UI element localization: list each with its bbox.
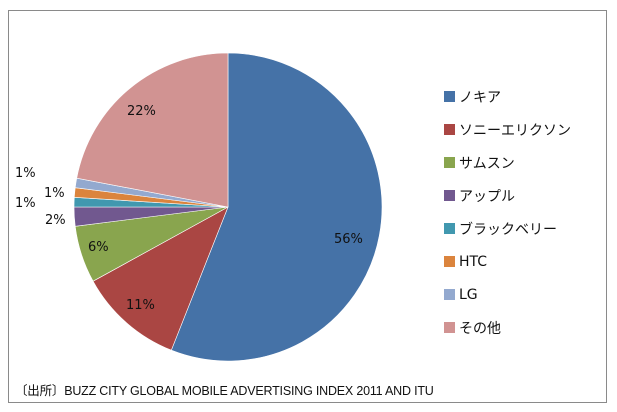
data-label-apple: 2%	[45, 213, 66, 228]
legend-swatch	[444, 91, 455, 102]
legend-item-sony-ericsson: ソニーエリクソン	[444, 113, 571, 146]
legend-label: ノキア	[459, 89, 501, 106]
legend-swatch	[444, 223, 455, 234]
data-label-blackberry: 1%	[15, 196, 36, 211]
data-label-htc: 1%	[44, 186, 65, 201]
legend-item-apple: アップル	[444, 179, 571, 212]
data-label-samsung: 6%	[88, 240, 109, 255]
legend: ノキア ソニーエリクソン サムスン アップル ブラックベリー HTC LG その…	[444, 80, 571, 344]
legend-swatch	[444, 124, 455, 135]
legend-item-lg: LG	[444, 278, 571, 311]
legend-swatch	[444, 256, 455, 267]
data-label-sony-ericsson: 11%	[126, 298, 155, 313]
legend-swatch	[444, 289, 455, 300]
legend-swatch	[444, 157, 455, 168]
legend-label: LG	[459, 286, 478, 303]
legend-label: HTC	[459, 253, 488, 270]
legend-label: その他	[459, 320, 501, 337]
legend-item-htc: HTC	[444, 245, 571, 278]
legend-item-blackberry: ブラックベリー	[444, 212, 571, 245]
legend-item-samsung: サムスン	[444, 146, 571, 179]
data-label-lg: 1%	[15, 166, 36, 181]
legend-item-other: その他	[444, 311, 571, 344]
pie-slice	[76, 52, 229, 208]
pie-slice	[92, 206, 229, 351]
data-label-nokia: 56%	[334, 232, 363, 247]
legend-label: ブラックベリー	[459, 221, 557, 238]
legend-item-nokia: ノキア	[444, 80, 571, 113]
legend-label: アップル	[459, 188, 515, 205]
legend-label: サムスン	[459, 155, 515, 172]
data-label-other: 22%	[127, 104, 156, 119]
pie-slice	[170, 52, 383, 362]
legend-swatch	[444, 322, 455, 333]
legend-swatch	[444, 190, 455, 201]
source-caption: 〔出所〕BUZZ CITY GLOBAL MOBILE ADVERTISING …	[15, 384, 434, 398]
legend-label: ソニーエリクソン	[459, 122, 571, 139]
